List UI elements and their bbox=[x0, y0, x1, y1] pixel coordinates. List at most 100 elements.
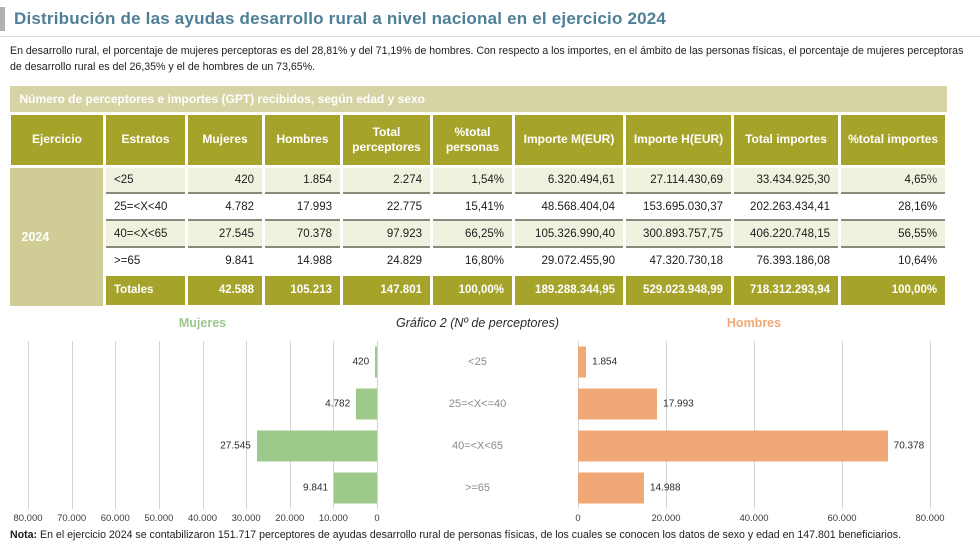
cell-importe-m: 105.326.990,40 bbox=[513, 220, 626, 249]
table-row: >=65 9.841 14.988 24.829 16,80% 29.072.4… bbox=[10, 247, 949, 276]
totals-mujeres: 42.588 bbox=[185, 272, 265, 308]
page-title: Distribución de las ayudas desarrollo ru… bbox=[14, 9, 667, 28]
gridline bbox=[289, 340, 291, 509]
col-header-pct-personas: %total personas bbox=[430, 111, 515, 168]
chart-grafico-2: Mujeres Gráfico 2 (Nº de perceptores) Ho… bbox=[0, 313, 980, 525]
col-header-total-perceptores: Total perceptores bbox=[340, 111, 433, 168]
cell-hombres: 1.854 bbox=[263, 166, 343, 195]
table-band-title: Número de perceptores e importes (GPT) r… bbox=[9, 85, 947, 114]
table-row: 40=<X<65 27.545 70.378 97.923 66,25% 105… bbox=[10, 220, 949, 249]
axis-tick-label: 20.000 bbox=[651, 512, 681, 524]
gridline bbox=[754, 340, 755, 509]
intro-text: En desarrollo rural, el porcentaje de mu… bbox=[10, 45, 964, 74]
gridline bbox=[158, 340, 160, 509]
cell-importe-m: 29.072.455,90 bbox=[513, 247, 626, 276]
cell-mujeres: 420 bbox=[186, 166, 265, 195]
bar-value-label: 14.988 bbox=[649, 482, 681, 494]
cell-mujeres: 27.545 bbox=[186, 220, 265, 249]
table-row: 2024 <25 420 1.854 2.274 1,54% 6.320.494… bbox=[9, 166, 949, 307]
cell-total-importes: 202.263.434,41 bbox=[732, 193, 841, 222]
axis-tick-label: 40.000 bbox=[739, 512, 769, 524]
plot-mujeres: 420 4.782 27.545 9.841 bbox=[28, 340, 378, 509]
bar-value-label: 27.545 bbox=[220, 440, 251, 452]
col-header-ejercicio: Ejercicio bbox=[8, 111, 106, 168]
cell-pct-importes: 28,16% bbox=[839, 193, 949, 222]
gridline bbox=[842, 340, 843, 509]
bar-value-label: 9.841 bbox=[303, 482, 329, 494]
bar-mujeres-3 bbox=[334, 472, 377, 504]
axis-tick-label: 70.000 bbox=[57, 512, 87, 524]
footer-note: Nota: En el ejercicio 2024 se contabiliz… bbox=[10, 529, 970, 541]
bar-value-label: 420 bbox=[352, 356, 370, 368]
category-label: >=65 bbox=[464, 481, 491, 494]
bar-hombres-1 bbox=[578, 388, 658, 420]
cell-total-perceptores: 2.274 bbox=[341, 166, 433, 195]
chart-title: Gráfico 2 (Nº de perceptores) bbox=[396, 315, 559, 330]
col-header-importe-h: Importe H(EUR) bbox=[623, 111, 734, 168]
totals-total-importes: 718.312.293,94 bbox=[731, 272, 841, 308]
perceptores-table: Número de perceptores e importes (GPT) r… bbox=[8, 85, 949, 308]
cell-pct-importes: 10,64% bbox=[839, 247, 949, 276]
axis-tick-label: 40.000 bbox=[187, 512, 218, 524]
category-label: <25 bbox=[468, 355, 487, 368]
gridline bbox=[333, 340, 335, 509]
totals-importe-h: 529.023.948,99 bbox=[623, 272, 734, 308]
gridline bbox=[28, 340, 29, 509]
bar-value-label: 70.378 bbox=[893, 440, 925, 452]
table-header-row: Ejercicio Estratos Mujeres Hombres Total… bbox=[8, 111, 949, 168]
cell-pct-importes: 56,55% bbox=[839, 220, 949, 249]
col-header-pct-importes: %total importes bbox=[837, 111, 949, 168]
gridline bbox=[71, 340, 73, 509]
axis-ticks-mujeres: 80.000 70.000 60.000 50.000 40.000 30.000 20.0… bbox=[13, 512, 379, 527]
cell-importe-h: 300.893.757,75 bbox=[624, 220, 734, 249]
axis-ticks-hombres: 0 20.000 40.000 60.000 80.000 bbox=[575, 512, 944, 527]
ejercicio-cell: 2024 bbox=[9, 166, 106, 307]
chart-header: Mujeres Gráfico 2 (Nº de perceptores) Ho… bbox=[0, 316, 980, 334]
bar-mujeres-1 bbox=[356, 388, 377, 420]
cell-total-perceptores: 97.923 bbox=[341, 220, 433, 249]
note-label: Nota: bbox=[10, 528, 38, 541]
cell-importe-m: 48.568.404,04 bbox=[513, 193, 626, 222]
cell-hombres: 17.993 bbox=[263, 193, 343, 222]
cell-importe-m: 6.320.494,61 bbox=[513, 166, 626, 195]
cell-mujeres: 9.841 bbox=[186, 247, 265, 276]
plot-hombres: 1.854 17.993 70.378 14.988 bbox=[578, 340, 931, 509]
cell-estratos: <25 bbox=[104, 166, 188, 195]
gridline bbox=[666, 340, 667, 509]
table-band-row: Número de perceptores e importes (GPT) r… bbox=[9, 85, 947, 114]
page-header: Distribución de las ayudas desarrollo ru… bbox=[0, 0, 980, 76]
cell-estratos: 25=<X<40 bbox=[104, 193, 188, 222]
col-header-importe-m: Importe M(EUR) bbox=[512, 111, 626, 168]
category-label: 25=<X<=40 bbox=[448, 397, 507, 410]
bar-hombres-0 bbox=[578, 346, 587, 378]
cell-total-importes: 406.220.748,15 bbox=[732, 220, 841, 249]
title-accent-bar bbox=[0, 7, 5, 31]
axis-tick-label: 20.000 bbox=[275, 512, 305, 524]
bar-hombres-2 bbox=[578, 430, 888, 462]
gridline bbox=[246, 340, 248, 509]
axis-tick-label: 60.000 bbox=[100, 512, 130, 524]
cell-total-importes: 76.393.186,08 bbox=[732, 247, 841, 276]
axis-tick-label: 0 bbox=[575, 512, 581, 524]
gridline bbox=[578, 340, 579, 509]
cell-pct-personas: 15,41% bbox=[431, 193, 515, 222]
axis-tick-label: 80.000 bbox=[915, 512, 945, 524]
col-header-hombres: Hombres bbox=[262, 111, 343, 168]
totals-label: Totales bbox=[103, 272, 188, 308]
cell-importe-h: 153.695.030,37 bbox=[624, 193, 734, 222]
bar-value-label: 1.854 bbox=[592, 356, 618, 368]
cell-total-perceptores: 22.775 bbox=[341, 193, 433, 222]
cell-pct-personas: 1,54% bbox=[431, 166, 515, 195]
legend-mujeres: Mujeres bbox=[178, 315, 227, 330]
cell-estratos: 40=<X<65 bbox=[104, 220, 188, 249]
totals-total-perceptores: 147.801 bbox=[340, 272, 433, 308]
col-header-mujeres: Mujeres bbox=[185, 111, 265, 168]
bar-value-label: 17.993 bbox=[663, 398, 694, 410]
gridline bbox=[377, 340, 378, 509]
axis-tick-label: 10.000 bbox=[318, 512, 348, 524]
col-header-total-importes: Total importes bbox=[731, 111, 841, 168]
cell-total-perceptores: 24.829 bbox=[341, 247, 433, 276]
axis-tick-label: 80.000 bbox=[13, 512, 43, 524]
totals-importe-m: 189.288.344,95 bbox=[512, 272, 626, 308]
cell-pct-personas: 66,25% bbox=[431, 220, 515, 249]
